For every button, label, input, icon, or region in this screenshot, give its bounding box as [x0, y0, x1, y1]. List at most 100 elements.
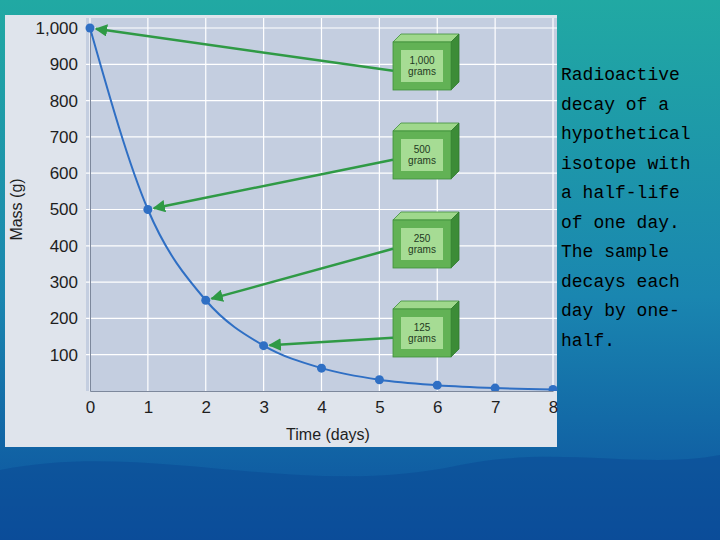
cube-label: 250grams: [408, 233, 436, 255]
data-point: [491, 384, 500, 391]
cube-label-line: grams: [408, 333, 436, 344]
caption-line: decay of a: [561, 95, 669, 115]
tick-label: 500: [50, 200, 78, 219]
annotation-arrow: [154, 160, 393, 209]
data-point: [375, 375, 384, 384]
plot-area: [86, 18, 557, 391]
annotation-arrow: [212, 249, 393, 299]
axis-line: [91, 391, 554, 392]
tick: 400: [50, 237, 90, 256]
caption-line: Radioactive: [561, 65, 680, 85]
caption: Radioactive decay of a hypothetical isotope…: [561, 65, 691, 351]
decay-line: [90, 28, 553, 390]
cube-label-line: grams: [408, 155, 436, 166]
cube-label-face: [401, 317, 443, 349]
sample-cube: 1,000grams: [393, 34, 459, 90]
data-point: [86, 24, 95, 33]
tick: 1: [144, 391, 153, 417]
tick-label: 3: [259, 398, 268, 417]
cube-front: [393, 42, 451, 90]
grid-line: [379, 18, 380, 391]
cube-label-line: 125: [414, 322, 431, 333]
tick-label: 5: [375, 398, 384, 417]
tick: 200: [50, 309, 90, 328]
tick: 800: [50, 92, 90, 111]
data-point: [433, 381, 442, 390]
axis-line: [90, 29, 91, 392]
tick-label: 200: [50, 309, 78, 328]
grid-line: [552, 18, 553, 391]
tick: 500: [50, 200, 90, 219]
cube-top: [393, 123, 459, 131]
grid: [86, 18, 557, 391]
grid-line: [495, 18, 496, 391]
annotations: 1,000grams500grams250grams125grams: [96, 29, 459, 357]
y-axis: 100 200 300 400 500 600 700 800 900 1,000: [35, 19, 90, 392]
tick-label: 0: [86, 398, 95, 417]
sample-cube: 250grams: [393, 212, 459, 268]
tick: 4: [317, 391, 326, 417]
cube-label: 1,000grams: [408, 55, 436, 77]
data-point: [549, 385, 558, 391]
tick-label: 7: [491, 398, 500, 417]
cube-label-face: [401, 139, 443, 171]
grid-line: [89, 18, 90, 391]
caption-line: The sample: [561, 242, 669, 262]
cube-side: [451, 123, 459, 179]
annotation-arrow: [270, 338, 393, 345]
slide: 1002003004005006007008009001,00001234567…: [0, 0, 720, 540]
grid-line: [147, 18, 148, 391]
grid-line: [321, 18, 322, 391]
tick-label: 600: [50, 164, 78, 183]
tick-label: 1: [144, 398, 153, 417]
tick: 1,000: [35, 19, 90, 38]
tick: 300: [50, 273, 90, 292]
y-axis-title: Mass (g): [8, 178, 25, 240]
cube-label-line: grams: [408, 66, 436, 77]
tick-label: 1,000: [35, 19, 78, 38]
data-point: [259, 341, 268, 350]
tick-label: 800: [50, 92, 78, 111]
cube-side: [451, 212, 459, 268]
x-axis: 012345678: [86, 391, 558, 417]
cube-top: [393, 34, 459, 42]
cube-top: [393, 212, 459, 220]
cube-label-line: 1,000: [409, 55, 434, 66]
caption-line: isotope with: [561, 154, 691, 174]
tick-label: 8: [549, 398, 558, 417]
caption-line: hypothetical: [561, 124, 691, 144]
cube-label: 125grams: [408, 322, 436, 344]
caption-line: decays each: [561, 272, 680, 292]
series: [86, 24, 558, 392]
tick: 700: [50, 128, 90, 147]
cube-front: [393, 220, 451, 268]
data-point: [201, 296, 210, 305]
cube-side: [451, 34, 459, 90]
tick: 0: [86, 391, 95, 417]
tick: 5: [375, 391, 384, 417]
cube-front: [393, 131, 451, 179]
cube-label-line: grams: [408, 244, 436, 255]
cube-label-line: 250: [414, 233, 431, 244]
cube-label-face: [401, 228, 443, 260]
cube-front: [393, 309, 451, 357]
background: [0, 0, 720, 540]
tick: 3: [259, 391, 268, 417]
tick: 900: [50, 55, 90, 74]
tick-label: 6: [433, 398, 442, 417]
cube-side: [451, 301, 459, 357]
tick: 100: [50, 346, 90, 365]
x-axis-title: Time (days): [286, 426, 370, 443]
data-point: [317, 364, 326, 373]
cube-label-face: [401, 50, 443, 82]
caption-line: a half-life: [561, 183, 680, 203]
tick: 7: [491, 391, 500, 417]
tick: 8: [549, 391, 558, 417]
cube-label-line: 500: [414, 144, 431, 155]
sample-cube: 125grams: [393, 301, 459, 357]
caption-line: of one day.: [561, 213, 680, 233]
data-point: [143, 205, 152, 214]
cube-label: 500grams: [408, 144, 436, 166]
grid-line: [205, 18, 206, 391]
caption-line: day by one-: [561, 301, 680, 321]
